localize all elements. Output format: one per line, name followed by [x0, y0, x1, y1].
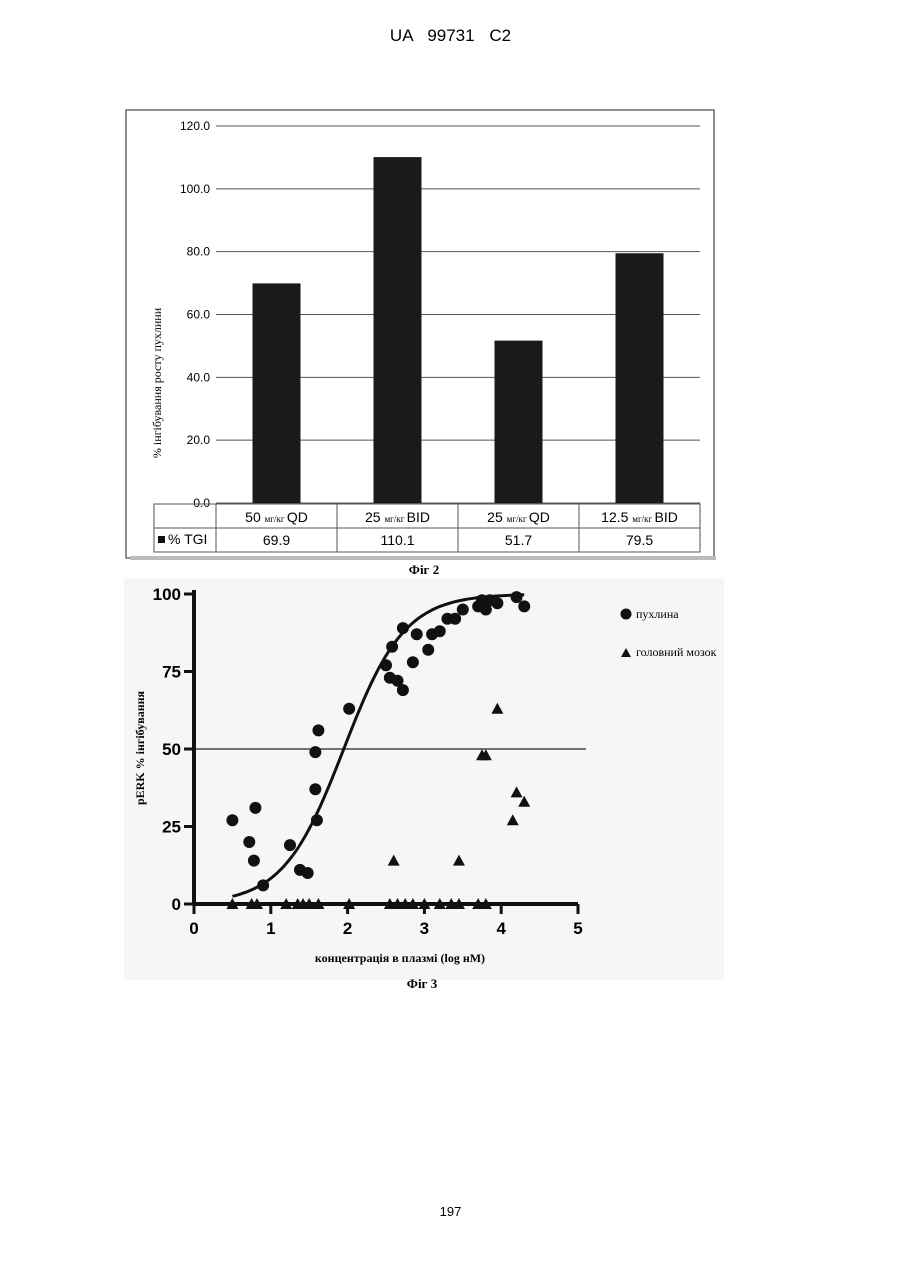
category-unit: мг/кг: [507, 514, 529, 524]
page-number: 197: [0, 1204, 901, 1219]
data-table-value: 110.1: [381, 532, 415, 548]
x-tick-label: 0: [189, 919, 198, 938]
bar: [495, 341, 543, 503]
bar: [253, 283, 301, 503]
point-tumor: [312, 724, 324, 736]
x-tick-label: 2: [343, 919, 352, 938]
y-tick-label: 75: [162, 663, 181, 682]
point-tumor: [386, 641, 398, 653]
point-tumor: [226, 814, 238, 826]
y-tick-label: 60.0: [187, 308, 211, 322]
point-tumor: [302, 867, 314, 879]
point-tumor: [284, 839, 296, 851]
category-regimen: BID: [407, 509, 430, 525]
x-tick-label: 1: [266, 919, 275, 938]
point-tumor: [248, 855, 260, 867]
y-tick-label: 100.0: [180, 182, 210, 196]
point-tumor: [411, 628, 423, 640]
y-tick-label: 0: [172, 895, 181, 914]
legend-entry-brain: головний мозок: [636, 645, 717, 659]
point-tumor: [434, 625, 446, 637]
x-tick-label: 3: [420, 919, 429, 938]
category-dose: 12.5: [601, 509, 632, 525]
y-tick-label: 20.0: [187, 433, 211, 447]
legend-entry-tumor: пухлина: [636, 607, 679, 621]
category-regimen: QD: [287, 509, 308, 525]
y-tick-label: 25: [162, 818, 181, 837]
point-tumor: [457, 604, 469, 616]
point-tumor: [343, 703, 355, 715]
bar: [374, 157, 422, 503]
point-tumor: [309, 746, 321, 758]
legend-circle-marker: [621, 609, 632, 620]
point-tumor: [449, 613, 461, 625]
point-tumor: [397, 684, 409, 696]
point-tumor: [311, 814, 323, 826]
point-tumor: [397, 622, 409, 634]
y-tick-label: 0.0: [193, 496, 210, 510]
category-unit: мг/кг: [265, 514, 287, 524]
point-tumor: [257, 879, 269, 891]
point-tumor: [518, 600, 530, 612]
category-regimen: QD: [529, 509, 550, 525]
data-table-value: 79.5: [626, 532, 653, 548]
y-tick-label: 80.0: [187, 245, 211, 259]
category-dose: 25: [487, 509, 506, 525]
point-tumor: [243, 836, 255, 848]
data-table-value: 69.9: [263, 532, 290, 548]
bar: [616, 253, 664, 503]
legend-swatch: [158, 536, 165, 543]
y-tick-label: 120.0: [180, 119, 210, 133]
y-axis-label: % інгібування росту пухлини: [150, 307, 164, 458]
point-tumor: [422, 644, 434, 656]
scatter-chart-perk: pERK % інгібування концентрація в плазмі…: [124, 578, 724, 980]
y-tick-label: 40.0: [187, 370, 211, 384]
bar-chart-tgi: % інгібування росту пухлини 0.0 20.0 40.0 6…: [124, 108, 716, 560]
point-tumor: [309, 783, 321, 795]
y-tick-label: 50: [162, 740, 181, 759]
point-tumor: [407, 656, 419, 668]
category-regimen: BID: [655, 509, 678, 525]
x-axis-label: концентрація в плазмі (log нМ): [315, 951, 485, 965]
chart-shadow: [130, 556, 716, 560]
category-dose: 25: [365, 509, 384, 525]
point-tumor: [491, 597, 503, 609]
y-axis-label: pERK % інгібування: [133, 690, 147, 805]
category-unit: мг/кг: [384, 514, 406, 524]
point-tumor: [380, 659, 392, 671]
figure-2-caption: Фіг 2: [364, 562, 484, 578]
x-tick-label: 4: [496, 919, 506, 938]
data-table-value: 51.7: [505, 532, 532, 548]
legend-entry-tgi: % TGI: [168, 531, 207, 547]
category-unit: мг/кг: [632, 514, 654, 524]
point-tumor: [249, 802, 261, 814]
category-dose: 50: [245, 509, 264, 525]
figure-3-caption: Фіг 3: [362, 976, 482, 992]
point-tumor: [511, 591, 523, 603]
document-header: UA 99731 C2: [0, 26, 901, 46]
y-tick-label: 100: [153, 585, 181, 604]
x-tick-label: 5: [573, 919, 582, 938]
